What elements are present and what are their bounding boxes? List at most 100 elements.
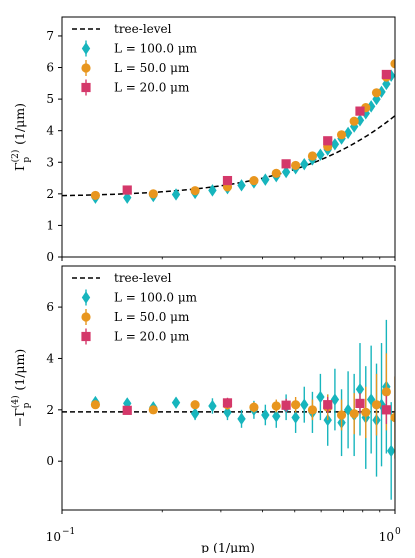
bottom-frame (61, 265, 396, 511)
bottom-l-50-0-m-point-2 (190, 400, 200, 410)
bottom-l-100-0-m-point-6 (223, 406, 232, 419)
bottom-l-20-0-m-point-5 (381, 405, 391, 415)
top-series-tree-level-line (62, 115, 395, 197)
top-legend-swatch-l-20-0-m (81, 82, 91, 93)
top-l-50-0-m-point-6 (291, 160, 301, 171)
bottom-l-100-0-m-point-5 (208, 399, 217, 413)
top-l-100-0-m-point-7 (237, 179, 246, 192)
bottom-legend-label-tree-level: tree-level (114, 271, 172, 285)
top-y-axis-label: Γ(2)p (1/μm) (10, 103, 32, 171)
top-y-tick-label-1: 1 (46, 218, 54, 232)
bottom-l-50-0-m-point-10 (349, 409, 359, 419)
top-l-50-0-m-point-10 (349, 116, 359, 126)
x-axis-label: p (1/μm) (201, 540, 255, 553)
bottom-l-100-0-m-point-21 (355, 383, 365, 396)
bottom-l-100-0-m-point-16 (323, 413, 332, 427)
top-y-tick-label-7: 7 (46, 29, 54, 43)
top-l-100-0-m-point-19 (343, 126, 353, 140)
bottom-l-50-0-m-point-9 (336, 410, 347, 420)
top-y-tick-label-3: 3 (46, 155, 54, 169)
top-y-tick-label-2: 2 (46, 187, 54, 201)
x-tick-label-0p1: 10 (46, 530, 61, 544)
top-y-tick-label-4: 4 (46, 124, 54, 138)
top-y-tick-label-0: 0 (46, 250, 54, 264)
top-y-tick-label-5: 5 (46, 92, 54, 106)
bottom-l-100-0-m-point-4 (190, 407, 200, 420)
bottom-l-100-0-m-point-27 (386, 444, 395, 458)
top-l-50-0-m-point-5 (271, 168, 281, 178)
top-legend-label-l-50-0-m: L = 50.0 μm (114, 61, 190, 75)
top-l-100-0-m-point-13 (300, 157, 309, 171)
x-tick-label-1-exponent: 0 (395, 527, 401, 537)
top-frame (61, 16, 396, 258)
top-l-100-0-m-point-3 (171, 188, 181, 201)
x-tick-label-0p1-exponent: −1 (62, 527, 75, 537)
top-l-20-0-m-point-5 (381, 69, 391, 80)
bottom-legend-swatch-l-50-0-m (81, 312, 91, 322)
bottom-l-20-0-m-point-4 (355, 398, 365, 409)
top-legend-label-l-100-0-m: L = 100.0 μm (114, 42, 198, 56)
bottom-legend: tree-level L = 100.0 μm L = 50.0 μm L = 20.… (72, 271, 198, 345)
bottom-y-tick-label-4: 4 (46, 351, 54, 365)
top-l-50-0-m-point-4 (249, 175, 259, 186)
top-legend-swatch-l-100-0-m (81, 42, 91, 55)
bottom-legend-label-l-100-0-m: L = 100.0 μm (114, 291, 198, 305)
bottom-data (62, 319, 395, 500)
bottom-legend-label-l-20-0-m: L = 20.0 μm (114, 330, 190, 344)
top-l-100-0-m-point-5 (208, 184, 217, 197)
bottom-l-100-0-m-point-13 (300, 398, 309, 411)
bottom-l-20-0-m-point-3 (323, 400, 333, 410)
top-legend-label-l-20-0-m: L = 20.0 μm (114, 81, 190, 95)
top-legend-label-tree-level: tree-level (114, 22, 172, 36)
bottom-l-100-0-m-point-17 (330, 393, 340, 406)
bottom-l-50-0-m-point-5 (271, 401, 281, 411)
bottom-legend-swatch-l-20-0-m (81, 331, 91, 342)
bottom-l-100-0-m-point-9 (261, 408, 270, 422)
top-l-100-0-m-point-11 (281, 165, 291, 179)
bottom-l-20-0-m-point-1 (222, 398, 233, 408)
top-data (62, 59, 395, 204)
bottom-l-50-0-m-point-0 (90, 400, 101, 410)
top-legend-swatch-l-50-0-m (81, 63, 91, 73)
bottom-l-20-0-m-point-0 (122, 405, 132, 415)
top-l-20-0-m-point-3 (323, 136, 333, 146)
bottom-l-50-0-m-point-4 (249, 402, 259, 412)
top-l-50-0-m-point-14 (390, 59, 395, 69)
top-panel: 0 1 2 3 4 5 6 7 tree-level L = 100.0 μm L = 50.0 μ… (10, 16, 396, 264)
bottom-y-tick-label-2: 2 (46, 403, 54, 417)
bottom-y-axis-label: −Γ(4)p (1/μm) (10, 349, 32, 428)
bottom-l-50-0-m-point-11 (361, 407, 371, 417)
top-l-50-0-m-point-12 (371, 88, 382, 98)
top-legend: tree-level L = 100.0 μm L = 50.0 μm L = 20.… (72, 22, 198, 96)
bottom-l-50-0-m-point-6 (291, 400, 301, 410)
bottom-l-50-0-m-point-1 (148, 405, 158, 415)
top-l-20-0-m-point-0 (122, 185, 132, 195)
bottom-y-tick-label-0: 0 (46, 454, 54, 468)
top-l-100-0-m-point-25 (377, 85, 386, 99)
bottom-l-100-0-m-point-15 (316, 390, 325, 404)
bottom-l-20-0-m-point-2 (281, 400, 291, 410)
bottom-l-100-0-m-point-10 (272, 410, 281, 423)
top-l-100-0-m-point-9 (261, 173, 270, 186)
top-l-50-0-m-point-9 (336, 130, 347, 140)
x-axis: 10 −1 10 0 p (1/μm) (46, 527, 401, 555)
top-l-20-0-m-point-1 (222, 175, 233, 186)
top-y-tick-label-6: 6 (46, 61, 54, 75)
bottom-l-50-0-m-point-7 (307, 405, 318, 415)
bottom-legend-swatch-l-100-0-m (81, 291, 91, 304)
bottom-l-50-0-m-point-14 (390, 412, 395, 423)
bottom-l-100-0-m-point-7 (237, 412, 246, 426)
top-l-20-0-m-point-2 (281, 159, 291, 169)
bottom-legend-label-l-50-0-m: L = 50.0 μm (114, 310, 190, 324)
top-l-100-0-m-point-15 (316, 148, 325, 161)
bottom-l-50-0-m-point-13 (381, 387, 391, 397)
bottom-l-100-0-m-point-3 (171, 396, 181, 409)
top-l-50-0-m-point-2 (190, 186, 200, 196)
top-l-50-0-m-point-1 (148, 189, 158, 199)
bottom-panel: 0 2 4 6 tree-level L = 100.0 μm L = 50.0 μm L =… (10, 265, 396, 514)
top-l-100-0-m-point-17 (330, 138, 340, 151)
x-tick-label-1: 10 (379, 530, 394, 544)
top-l-50-0-m-point-7 (307, 151, 318, 161)
